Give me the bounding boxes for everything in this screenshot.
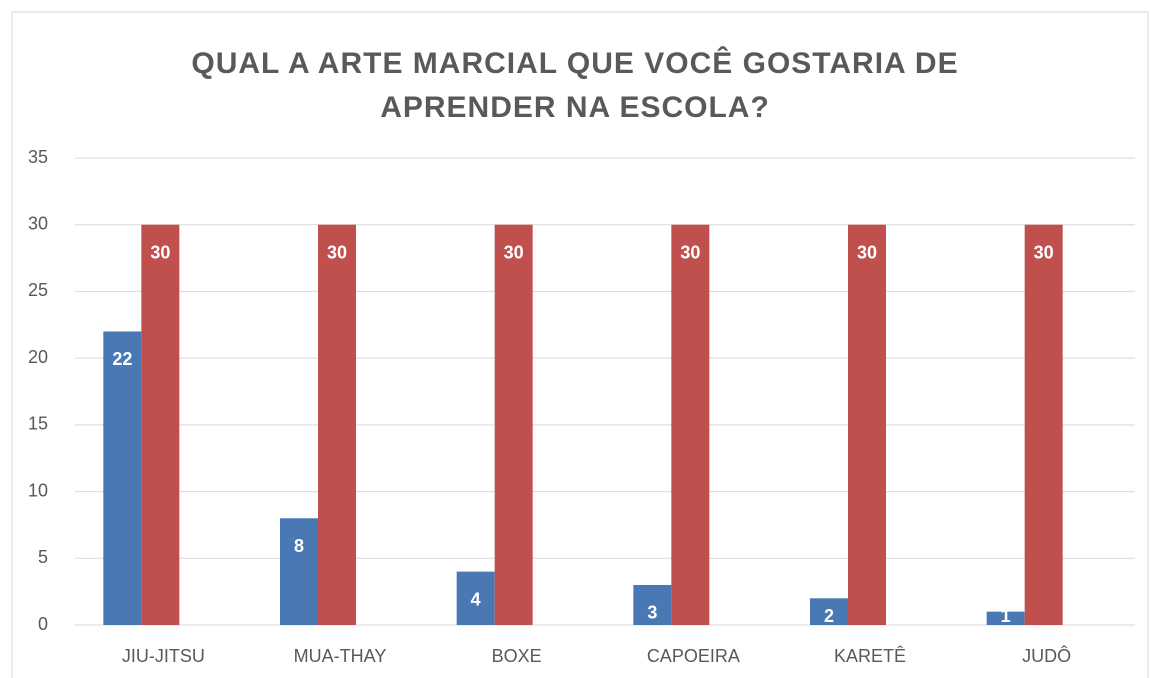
data-label: 3	[647, 603, 657, 623]
x-tick-label: BOXE	[492, 646, 542, 666]
data-label: 8	[294, 536, 304, 556]
bar	[494, 224, 533, 625]
bar	[456, 571, 495, 625]
data-label: 30	[327, 242, 347, 262]
y-tick-label: 20	[28, 347, 48, 367]
x-tick-label: JUDÔ	[1022, 645, 1071, 666]
y-tick-label: 5	[38, 547, 48, 567]
y-tick-label: 25	[28, 280, 48, 300]
data-label: 1	[1001, 606, 1011, 626]
chart-title: QUAL A ARTE MARCIAL QUE VOCÊ GOSTARIA DE…	[191, 47, 959, 124]
chart-border	[11, 11, 1149, 678]
bar	[1024, 224, 1063, 625]
bar	[141, 224, 180, 625]
y-tick-label: 35	[28, 147, 48, 167]
bar	[280, 518, 318, 625]
data-label: 30	[857, 242, 877, 262]
data-label: 22	[112, 349, 132, 369]
y-tick-label: 10	[28, 480, 48, 500]
data-label: 4	[471, 589, 481, 609]
bar	[986, 611, 1025, 625]
y-tick-label: 30	[28, 213, 48, 233]
x-tick-label: KARETÊ	[834, 646, 906, 666]
bar	[848, 224, 886, 625]
data-label: 30	[1034, 242, 1054, 262]
y-tick-label: 0	[38, 614, 48, 634]
x-tick-label: JIU-JITSU	[122, 646, 205, 666]
data-label: 30	[504, 242, 524, 262]
data-label: 2	[824, 606, 834, 626]
bar	[810, 598, 848, 625]
bar	[318, 224, 356, 625]
y-tick-label: 15	[28, 414, 48, 434]
x-tick-label: CAPOEIRA	[647, 646, 740, 666]
data-label: 30	[150, 242, 170, 262]
data-label: 30	[680, 242, 700, 262]
bar	[633, 584, 672, 625]
bar	[103, 331, 142, 625]
bar	[671, 224, 710, 625]
x-tick-label: MUA-THAY	[294, 646, 387, 666]
